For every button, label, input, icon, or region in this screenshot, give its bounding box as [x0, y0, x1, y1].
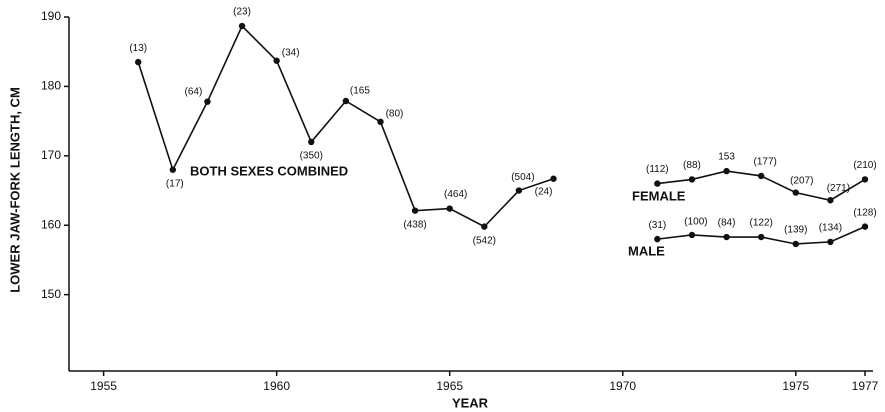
- data-point: [342, 97, 350, 105]
- data-point: [688, 231, 696, 239]
- sample-size-label: (271): [827, 183, 850, 194]
- sample-size-label: (17): [166, 178, 184, 189]
- data-point: [654, 235, 661, 243]
- x-tick-label: 1955: [90, 379, 117, 393]
- data-point: [377, 118, 384, 126]
- sample-size-label: (34): [282, 47, 300, 58]
- series-name: MALE: [628, 243, 665, 258]
- sample-size-label: (207): [790, 175, 813, 186]
- data-point: [688, 176, 696, 183]
- data-point: [792, 240, 799, 248]
- x-tick-label: 1970: [609, 379, 636, 393]
- sample-size-label: (84): [718, 218, 736, 229]
- y-axis-label: LOWER JAW-FORK LENGTH, CM: [7, 87, 22, 293]
- x-tick-label: 1960: [263, 379, 290, 393]
- data-point: [238, 22, 246, 30]
- data-point: [792, 189, 799, 196]
- sample-size-label: 153: [718, 152, 735, 163]
- series-name: BOTH SEXES COMBINED: [190, 163, 348, 178]
- sample-size-label: (122): [749, 218, 772, 229]
- data-point: [654, 180, 661, 187]
- sample-size-label: (134): [819, 223, 842, 234]
- data-point: [169, 166, 177, 173]
- sample-size-label: (139): [784, 225, 807, 236]
- sample-size-label: (504): [511, 172, 534, 183]
- sample-size-label: (210): [853, 160, 876, 171]
- sample-size-label: (165: [350, 86, 370, 97]
- data-point: [723, 167, 730, 175]
- series-line: [137, 24, 554, 228]
- data-point: [273, 57, 280, 64]
- sample-size-label: (542): [473, 235, 496, 246]
- x-tick-label: 1965: [436, 379, 463, 393]
- sample-size-label: (100): [684, 217, 707, 228]
- y-tick-label: 190: [41, 9, 61, 23]
- data-point: [861, 176, 869, 183]
- x-axis-label: YEAR: [452, 395, 489, 410]
- y-tick-label: 160: [41, 217, 61, 231]
- sample-size-label: (31): [648, 220, 666, 231]
- y-tick-label: 150: [41, 287, 61, 301]
- sample-size-label: (64): [185, 86, 203, 97]
- data-point: [135, 58, 142, 66]
- sample-size-label: (112): [646, 164, 669, 175]
- data-point: [861, 223, 869, 230]
- y-tick-label: 180: [41, 79, 61, 93]
- data-point: [827, 197, 834, 204]
- data-point: [308, 138, 315, 146]
- data-point: [411, 207, 419, 214]
- sample-size-label: (80): [386, 108, 404, 119]
- series-name: FEMALE: [632, 188, 686, 203]
- sample-size-label: (350): [300, 151, 323, 162]
- data-point: [723, 233, 730, 241]
- sample-size-label: (464): [444, 189, 467, 200]
- data-point: [550, 175, 557, 182]
- sample-size-label: (23): [233, 7, 251, 18]
- data-point: [481, 223, 488, 230]
- x-tick-label: 1977: [852, 379, 879, 393]
- data-point: [757, 233, 765, 241]
- data-point: [204, 98, 211, 105]
- sample-size-label: (88): [683, 160, 701, 171]
- data-point: [827, 238, 834, 246]
- y-tick-label: 170: [41, 148, 61, 162]
- sample-size-label: (13): [129, 43, 147, 54]
- x-tick-label: 1975: [782, 379, 809, 393]
- sample-size-label: (24): [535, 186, 553, 197]
- sample-size-label: (177): [753, 157, 776, 168]
- data-point: [515, 187, 523, 194]
- data-point: [446, 205, 453, 212]
- sample-size-label: (438): [403, 219, 426, 230]
- sample-size-label: (128): [853, 207, 876, 218]
- data-point: [757, 172, 765, 180]
